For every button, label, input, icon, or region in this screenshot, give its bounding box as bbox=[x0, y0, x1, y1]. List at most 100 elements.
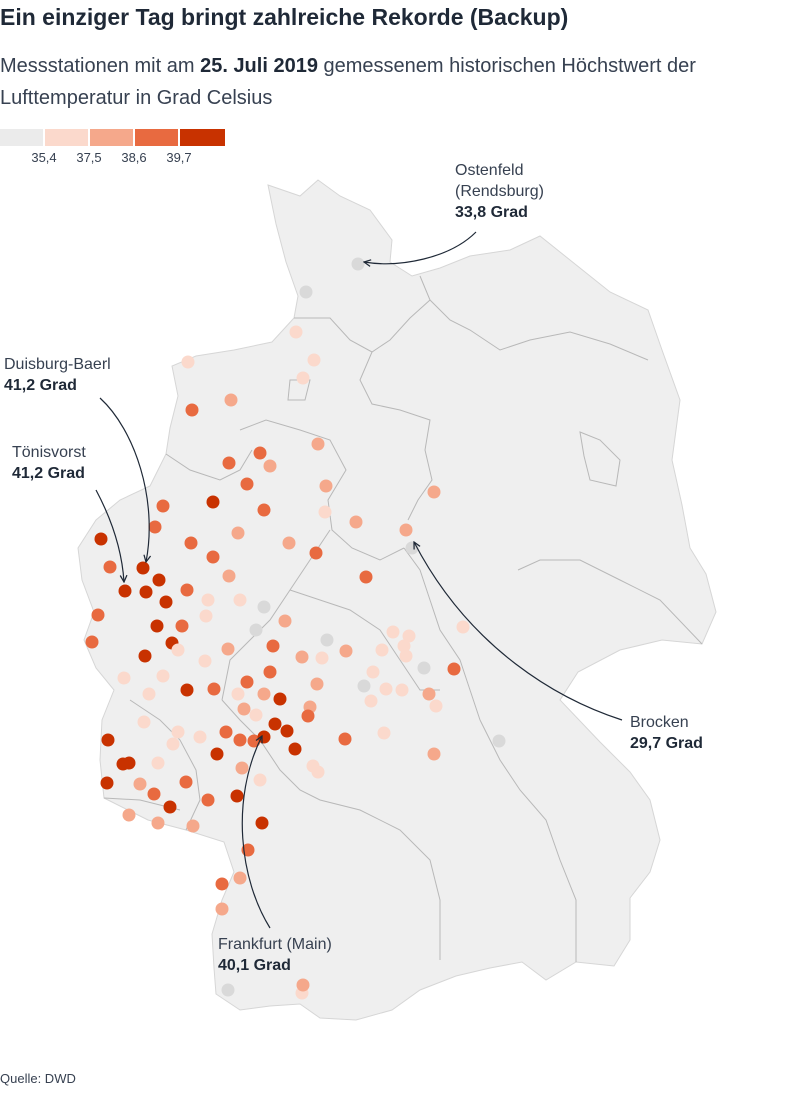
station-dot bbox=[349, 515, 363, 529]
station-dot bbox=[255, 816, 269, 830]
station-dot bbox=[156, 499, 170, 513]
chart-title: Ein einziger Tag bringt zahlreiche Rekor… bbox=[0, 4, 569, 30]
station-dot bbox=[296, 371, 310, 385]
label-brocken: Brocken 29,7 Grad bbox=[630, 712, 703, 754]
station-dot bbox=[136, 561, 150, 575]
station-dot bbox=[240, 477, 254, 491]
label-frankfurt: Frankfurt (Main) 40,1 Grad bbox=[218, 934, 332, 976]
station-dot bbox=[235, 761, 249, 775]
station-dot bbox=[101, 733, 115, 747]
station-dot bbox=[395, 683, 409, 697]
station-dot bbox=[310, 677, 324, 691]
station-dot bbox=[118, 584, 132, 598]
station-dot bbox=[357, 679, 371, 693]
station-dot bbox=[185, 403, 199, 417]
station-dot bbox=[309, 546, 323, 560]
station-dot bbox=[186, 819, 200, 833]
station-dot bbox=[103, 560, 117, 574]
color-legend: 35,4 37,5 38,6 39,7 bbox=[0, 129, 240, 169]
station-dot bbox=[427, 485, 441, 499]
station-dot bbox=[386, 625, 400, 639]
station-dot bbox=[278, 614, 292, 628]
legend-tick-2: 37,5 bbox=[76, 150, 102, 165]
station-dot bbox=[266, 639, 280, 653]
label-ostenfeld-value: 33,8 Grad bbox=[455, 204, 528, 221]
station-dot bbox=[179, 775, 193, 789]
station-dot bbox=[257, 503, 271, 517]
station-dot bbox=[142, 687, 156, 701]
station-dot bbox=[201, 593, 215, 607]
station-dot bbox=[222, 569, 236, 583]
station-dot bbox=[289, 325, 303, 339]
station-dot bbox=[152, 573, 166, 587]
label-duisburg-name: Duisburg-Baerl bbox=[4, 356, 111, 373]
station-dot bbox=[402, 629, 416, 643]
station-dot bbox=[206, 495, 220, 509]
station-dot bbox=[311, 765, 325, 779]
station-dot bbox=[422, 687, 436, 701]
station-dot bbox=[175, 619, 189, 633]
station-dot bbox=[417, 661, 431, 675]
label-ostenfeld-name-1: Ostenfeld bbox=[455, 162, 524, 179]
station-dot bbox=[233, 593, 247, 607]
station-dot bbox=[215, 902, 229, 916]
germany-outline bbox=[77, 179, 717, 1021]
station-dot bbox=[122, 808, 136, 822]
station-dot bbox=[280, 724, 294, 738]
arrow-toenisvorst bbox=[95, 489, 124, 582]
arrow-duisburg bbox=[99, 397, 149, 562]
station-dot bbox=[221, 983, 235, 997]
station-dot bbox=[138, 649, 152, 663]
label-ostenfeld-name-2: (Rendsburg) bbox=[455, 183, 544, 200]
station-dot bbox=[201, 793, 215, 807]
legend-tick-3: 38,6 bbox=[121, 150, 147, 165]
label-toenisvorst-value: 41,2 Grad bbox=[12, 465, 85, 482]
station-dot bbox=[492, 734, 506, 748]
station-dot bbox=[240, 675, 254, 689]
station-dot bbox=[282, 536, 296, 550]
label-frankfurt-name: Frankfurt (Main) bbox=[218, 936, 332, 953]
station-dot bbox=[351, 257, 365, 271]
station-dot bbox=[210, 747, 224, 761]
station-dot bbox=[288, 742, 302, 756]
station-dot bbox=[237, 702, 251, 716]
station-dot bbox=[94, 532, 108, 546]
station-dot bbox=[151, 756, 165, 770]
legend-swatch-3 bbox=[90, 129, 133, 146]
station-dot bbox=[338, 732, 352, 746]
station-dot bbox=[122, 756, 136, 770]
station-dot bbox=[249, 708, 263, 722]
station-dot bbox=[137, 715, 151, 729]
station-dot bbox=[159, 595, 173, 609]
subtitle-date: 25. Juli 2019 bbox=[200, 55, 318, 77]
station-dot bbox=[375, 643, 389, 657]
station-dot bbox=[377, 726, 391, 740]
label-frankfurt-value: 40,1 Grad bbox=[218, 957, 291, 974]
legend-tick-4: 39,7 bbox=[166, 150, 192, 165]
arrow-ostenfeld bbox=[364, 231, 477, 264]
station-dot bbox=[181, 355, 195, 369]
station-dot bbox=[231, 687, 245, 701]
station-dot bbox=[429, 699, 443, 713]
station-dot bbox=[184, 536, 198, 550]
arrow-frankfurt bbox=[241, 736, 271, 929]
station-dot bbox=[150, 619, 164, 633]
station-dot bbox=[180, 583, 194, 597]
station-dot bbox=[253, 446, 267, 460]
station-dot bbox=[318, 505, 332, 519]
station-dot bbox=[320, 633, 334, 647]
station-dot bbox=[268, 717, 282, 731]
station-dot bbox=[151, 816, 165, 830]
station-dot bbox=[156, 669, 170, 683]
station-dot bbox=[230, 789, 244, 803]
station-dot bbox=[307, 353, 321, 367]
label-toenisvorst: Tönisvorst 41,2 Grad bbox=[12, 442, 86, 484]
station-dot bbox=[148, 520, 162, 534]
station-dot bbox=[319, 479, 333, 493]
legend-swatch-5 bbox=[180, 129, 225, 146]
station-dot bbox=[263, 665, 277, 679]
station-dot bbox=[273, 692, 287, 706]
station-dot bbox=[249, 623, 263, 637]
station-dot bbox=[399, 523, 413, 537]
